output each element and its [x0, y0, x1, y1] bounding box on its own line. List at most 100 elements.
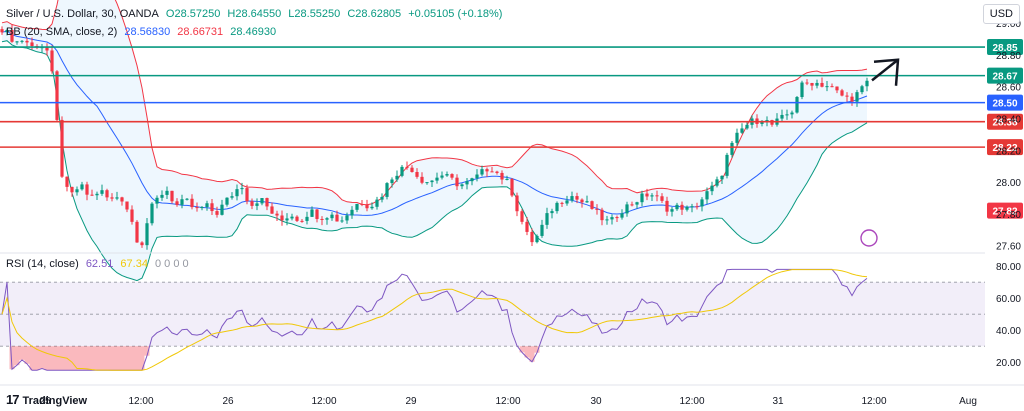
candle-body — [690, 206, 694, 208]
rsi-ma-value: 67.34 — [120, 258, 148, 270]
candle-body — [640, 193, 644, 203]
candle-body — [735, 132, 739, 143]
candle-body — [300, 220, 304, 222]
level-label-bg — [987, 67, 1023, 84]
level-label: 28.85 — [992, 43, 1017, 54]
candle-body — [705, 191, 709, 200]
trend-arrow-head — [873, 58, 900, 86]
x-tick-label: Aug — [959, 396, 977, 407]
ohlc-high: H28.64550 — [227, 8, 282, 20]
ohlc-low: L28.55250 — [288, 8, 341, 20]
rsi-tick-label: 60.00 — [996, 294, 1021, 305]
candle-body — [835, 86, 839, 91]
candle-body — [365, 204, 369, 209]
candle-body — [275, 213, 279, 216]
candle-body — [370, 206, 374, 209]
candle-body — [420, 176, 424, 183]
price-levels: 28.85 28.67 28.50 28.38 28.22 27.82 — [0, 39, 1023, 219]
x-tick-label: 25 — [39, 396, 51, 407]
candle-body — [70, 186, 74, 193]
candle-body — [265, 198, 269, 207]
candle-body — [780, 114, 784, 119]
candle-body — [270, 206, 274, 214]
candle-body — [585, 201, 589, 203]
bb-fill — [2, 0, 867, 281]
candle-body — [115, 197, 119, 199]
level-label-bg — [987, 94, 1023, 111]
bb-basis-line — [1, 30, 868, 216]
rsi-label: RSI (14, close) — [6, 258, 79, 270]
candle-body — [535, 235, 539, 243]
candle-body — [805, 82, 809, 84]
candle-body — [495, 171, 499, 173]
candle-body — [210, 203, 214, 212]
candle-body — [360, 203, 364, 205]
candle-body — [430, 180, 434, 183]
candle-body — [865, 80, 869, 87]
candle-body — [190, 198, 194, 208]
level-label-bg — [987, 202, 1023, 219]
candle-body — [470, 178, 474, 182]
candle-body — [20, 40, 24, 42]
candle-body — [800, 82, 804, 98]
candle-body — [200, 207, 204, 209]
candle-body — [255, 203, 259, 206]
tradingview-logo[interactable]: 17 TradingView — [6, 392, 87, 407]
level-label: 28.38 — [992, 118, 1017, 129]
ohlc-open: O28.57250 — [165, 8, 221, 20]
candle-body — [790, 112, 794, 115]
candle-body — [560, 202, 564, 204]
candle-body — [625, 204, 629, 214]
candle-body — [5, 29, 9, 33]
candle-body — [310, 209, 314, 217]
candle-body — [160, 194, 164, 198]
candle-body — [710, 185, 714, 192]
candle-body — [680, 204, 684, 210]
candle-body — [655, 195, 659, 197]
candle-body — [65, 176, 69, 187]
candle-body — [330, 214, 334, 219]
candle-body — [600, 209, 604, 221]
candle-body — [475, 174, 479, 179]
candle-body — [700, 199, 704, 207]
candle-body — [540, 224, 544, 236]
candle-body — [505, 178, 509, 180]
candle-body — [545, 213, 549, 225]
candle-body — [635, 202, 639, 205]
bb-basis-value: 28.56830 — [124, 26, 171, 38]
candle-body — [440, 175, 444, 178]
candle-body — [645, 193, 649, 197]
candle-body — [205, 203, 209, 208]
candle-body — [230, 196, 234, 198]
candle-body — [515, 195, 519, 212]
currency-button[interactable]: USD — [982, 4, 1020, 24]
y-tick-label: 28.80 — [996, 51, 1021, 62]
candle-body — [825, 86, 829, 88]
bb-lower-line — [1, 40, 868, 282]
candle-body — [785, 114, 789, 116]
price-change: +0.05105 (+0.18%) — [408, 8, 503, 20]
rsi-pane — [0, 252, 985, 371]
candle-body — [130, 209, 134, 222]
candle-body — [165, 190, 169, 195]
bb-legend: BB (20, SMA, close, 2) 28.56830 28.66731… — [6, 26, 280, 38]
candle-body — [565, 200, 569, 204]
flash-icon — [860, 229, 878, 247]
candle-body — [415, 171, 419, 177]
candle-body — [480, 169, 484, 175]
candle-body — [240, 188, 244, 190]
trend-arrow-line — [871, 58, 899, 82]
candle-body — [760, 121, 764, 124]
candle-body — [720, 175, 724, 180]
candle-body — [105, 190, 109, 198]
candle-body — [810, 83, 814, 86]
candle-body — [660, 196, 664, 201]
bollinger-bands — [1, 0, 868, 282]
candle-body — [0, 29, 4, 33]
candle-body — [460, 184, 464, 187]
candle-body — [595, 208, 599, 210]
candle-body — [580, 199, 584, 203]
candle-body — [485, 169, 489, 172]
candle-body — [650, 195, 654, 197]
